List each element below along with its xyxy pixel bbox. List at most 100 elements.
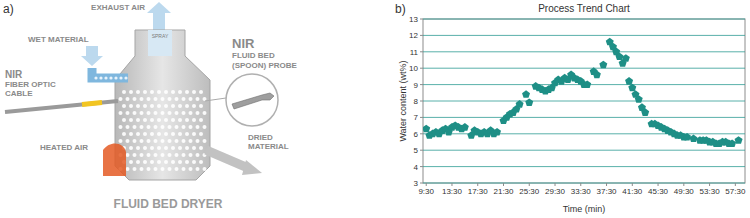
- tick: [606, 183, 607, 186]
- particle: [143, 146, 147, 150]
- point: [522, 90, 530, 98]
- particle: [178, 160, 182, 164]
- grid-line: [423, 19, 745, 20]
- particle: [147, 111, 151, 115]
- particle: [157, 160, 161, 164]
- particle: [157, 90, 161, 94]
- figure: a)EXHAUST AIRSPRAYWET MATERIALNIRFIBER O…: [0, 0, 750, 218]
- particle: [133, 125, 137, 129]
- particle: [168, 125, 172, 129]
- particle: [196, 153, 200, 157]
- particle: [178, 146, 182, 150]
- particle: [129, 146, 133, 150]
- particle: [136, 90, 140, 94]
- tick: [420, 166, 423, 167]
- tick-label: 6: [414, 130, 419, 139]
- particle: [199, 146, 203, 150]
- particle: [126, 153, 130, 157]
- particle: [126, 125, 130, 129]
- particle: [154, 125, 158, 129]
- particle: [189, 97, 193, 101]
- particle: [140, 139, 144, 143]
- point: [625, 77, 633, 85]
- particle: [161, 97, 165, 101]
- particle: [143, 132, 147, 136]
- particle: [154, 111, 158, 115]
- tick-label: 45:30: [648, 187, 669, 196]
- particle: [175, 167, 179, 171]
- particle: [157, 104, 161, 108]
- particle: [136, 160, 140, 164]
- particle: [178, 104, 182, 108]
- particle: [168, 139, 172, 143]
- cable-connector: [82, 103, 102, 105]
- exhaust-arrow-head: [147, 2, 171, 13]
- particle: [147, 167, 151, 171]
- particle: [175, 153, 179, 157]
- particle: [171, 118, 175, 122]
- particle: [189, 125, 193, 129]
- particle: [171, 160, 175, 164]
- particle: [185, 146, 189, 150]
- label: SPRAY: [152, 33, 169, 39]
- particle: [114, 76, 117, 79]
- particle: [133, 97, 137, 101]
- particle: [182, 97, 186, 101]
- particle: [157, 132, 161, 136]
- tick-label: 33:30: [571, 187, 592, 196]
- particle: [140, 125, 144, 129]
- dryer-column: [115, 30, 210, 180]
- particle: [196, 125, 200, 129]
- particle: [136, 132, 140, 136]
- particle: [150, 132, 154, 136]
- particle: [189, 111, 193, 115]
- particle: [147, 97, 151, 101]
- particle: [119, 111, 123, 115]
- tick-label: 25:30: [519, 187, 540, 196]
- particle: [150, 118, 154, 122]
- tick-label: 11: [410, 48, 419, 57]
- particle: [203, 111, 207, 115]
- point: [728, 139, 736, 147]
- particle: [136, 104, 140, 108]
- tick-label: 7: [414, 113, 419, 122]
- particle: [140, 167, 144, 171]
- label: EXHAUST AIR: [91, 3, 145, 12]
- chart: b)Process Trend Chart3456789101112139:30…: [395, 2, 746, 214]
- particle: [99, 76, 102, 79]
- particle: [178, 132, 182, 136]
- particle: [126, 167, 130, 171]
- particle: [157, 118, 161, 122]
- particle: [185, 118, 189, 122]
- axis-label: Water content (wt%): [398, 60, 408, 141]
- particle: [109, 76, 112, 79]
- point: [461, 123, 469, 131]
- tick-label: 13: [409, 15, 418, 24]
- grid-line: [423, 68, 745, 69]
- particle: [119, 125, 123, 129]
- particle: [199, 104, 203, 108]
- probe-zoom: [226, 74, 278, 126]
- particle: [168, 167, 172, 171]
- point: [735, 136, 743, 144]
- particle: [164, 118, 168, 122]
- feed-tube: [92, 68, 128, 78]
- particle: [124, 76, 127, 79]
- tick-label: 9:30: [418, 187, 434, 196]
- label: HEATED AIR: [40, 143, 88, 152]
- tick-label: 21:30: [493, 187, 514, 196]
- tick: [709, 183, 710, 186]
- particle: [185, 104, 189, 108]
- axis-label: Time (min): [563, 204, 606, 214]
- spray-zone: [148, 30, 172, 56]
- label: DRIED: [248, 133, 273, 142]
- particle: [164, 90, 168, 94]
- particle: [161, 111, 165, 115]
- chart-title: Process Trend Chart: [538, 3, 630, 14]
- feed-arrow: [81, 46, 103, 66]
- tick-label: 8: [414, 97, 419, 106]
- particle: [203, 139, 207, 143]
- grid-line: [423, 117, 745, 118]
- point: [493, 128, 501, 136]
- point: [583, 80, 591, 88]
